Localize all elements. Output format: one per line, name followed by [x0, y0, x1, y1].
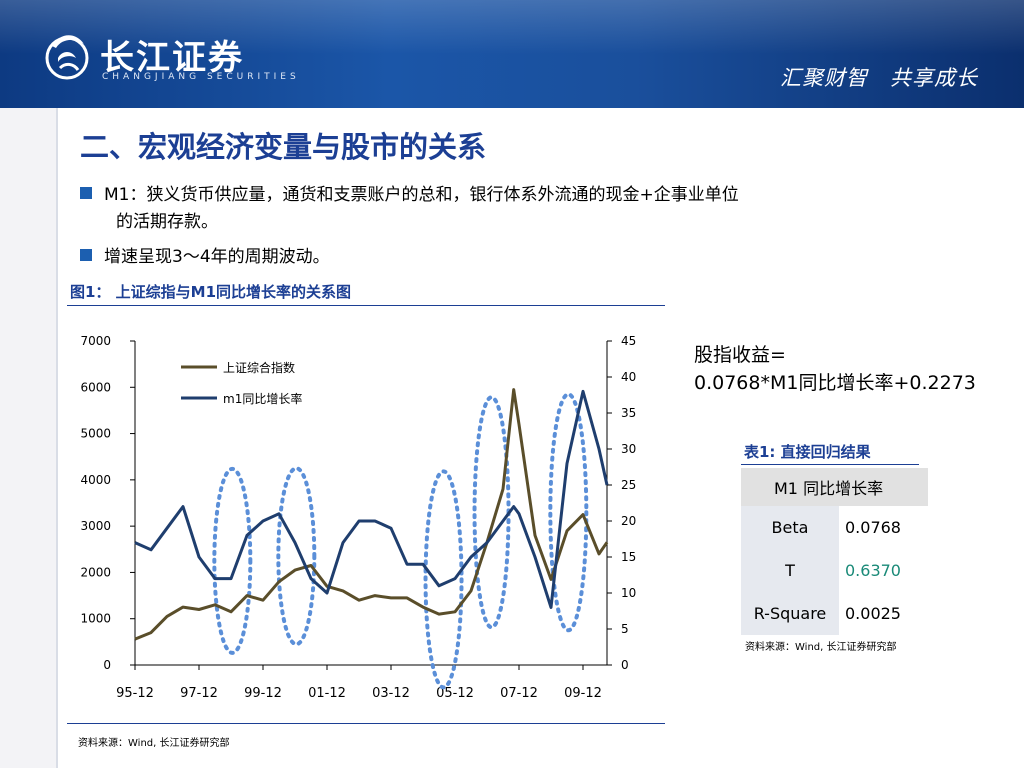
index-series-line: [134, 388, 609, 641]
left-y-tick-label: 3000: [80, 519, 111, 533]
right-y-tick-label: 30: [621, 442, 636, 456]
x-tick-label: 09-12: [564, 686, 602, 701]
x-tick-label: 97-12: [180, 686, 218, 701]
row-key-rsquare: R-Square: [741, 592, 839, 635]
bullet-m1-text-continued: 的活期存款。: [116, 212, 218, 232]
bullet-square-icon: [80, 187, 92, 199]
logo-chinese-name: 长江证券: [100, 38, 244, 78]
table-source: 资料来源：Wind, 长江证券研究部: [745, 642, 897, 653]
dragon-logo-icon: [45, 35, 89, 80]
x-tick-label: 95-12: [116, 686, 154, 701]
bullet-m1-text: 狭义货币供应量，通货和支票账户的总和，银行体系外流通的现金+企事业单位: [146, 185, 739, 205]
formula-line-2: 0.0768*M1同比增长率+0.2273: [694, 372, 976, 394]
x-tick-label: 05-12: [436, 686, 474, 701]
formula-line-1: 股指收益=: [694, 344, 786, 366]
left-y-tick-label: 1000: [80, 612, 111, 626]
row-value-rsquare: 0.0025: [845, 604, 901, 623]
left-bar-strip: [56, 108, 58, 768]
figure-bottom-rule: [67, 723, 665, 724]
x-tick-label: 99-12: [244, 686, 282, 701]
row-value-t: 0.6370: [845, 561, 901, 580]
table-row: T 0.6370: [741, 549, 928, 592]
right-y-tick-label: 35: [621, 406, 636, 420]
regression-table: M1 同比增长率 Beta 0.0768 T 0.6370 R-Square 0…: [741, 468, 928, 635]
table-row: R-Square 0.0025: [741, 592, 928, 635]
left-y-tick-label: 4000: [80, 473, 111, 487]
page-title: 二、宏观经济变量与股市的关系: [80, 130, 487, 164]
highlight-ellipse: [423, 469, 464, 690]
highlight-ellipse: [548, 392, 589, 633]
figure-source: 资料来源：Wind, 长江证券研究部: [78, 738, 230, 749]
header-gloss: [0, 0, 1024, 54]
regression-formula: 股指收益= 0.0768*M1同比增长率+0.2273: [694, 341, 976, 397]
right-y-tick-label: 40: [621, 370, 636, 384]
x-tick-label: 07-12: [500, 686, 538, 701]
logo-english-name: CHANGJIANG SECURITIES: [102, 72, 300, 82]
figure-caption: 图1： 上证综指与M1同比增长率的关系图: [70, 283, 352, 301]
left-y-tick-label: 2000: [80, 565, 111, 579]
right-y-tick-label: 25: [621, 478, 636, 492]
right-y-tick-label: 20: [621, 514, 636, 528]
row-value-beta: 0.0768: [845, 518, 901, 537]
slogan: 汇聚财智 共享成长: [780, 66, 978, 90]
table-caption: 表1: 直接回归结果: [744, 443, 871, 461]
right-y-tick-label: 10: [621, 586, 636, 600]
left-margin-bar: [0, 108, 58, 768]
m1-series-line: [134, 389, 609, 609]
highlight-ellipse: [472, 395, 511, 630]
figure-top-rule: [67, 305, 665, 306]
right-y-tick-label: 0: [621, 658, 629, 672]
left-y-tick-label: 6000: [80, 380, 111, 394]
table-header: M1 同比增长率: [741, 468, 928, 506]
right-y-tick-label: 15: [621, 550, 636, 564]
bullet-cycle-text: 增速呈现3～4年的周期波动。: [104, 247, 330, 267]
legend-label: m1同比增长率: [223, 391, 302, 406]
row-key-beta: Beta: [741, 506, 839, 549]
table-row: Beta 0.0768: [741, 506, 928, 549]
left-y-tick-label: 0: [103, 658, 111, 672]
left-y-tick-label: 7000: [80, 334, 111, 348]
row-key-t: T: [741, 549, 839, 592]
table-caption-rule: [741, 464, 919, 465]
bullet-cycle: 增速呈现3～4年的周期波动。: [80, 244, 330, 271]
legend-label: 上证综合指数: [223, 360, 295, 375]
index-vs-m1-chart: 0 1000 2000 3000 4000 5000 6000 7000 0 5 10 15 20 25 3…: [80, 334, 636, 701]
right-y-tick-label: 45: [621, 334, 636, 348]
highlight-ellipse: [212, 466, 253, 655]
bullet-m1-label: M1：: [104, 185, 147, 205]
highlight-ellipse: [276, 466, 317, 647]
table-header-row: M1 同比增长率: [741, 468, 928, 506]
header-banner: 长江证券 CHANGJIANG SECURITIES 汇聚财智 共享成长: [0, 0, 1024, 108]
x-tick-label: 01-12: [308, 686, 346, 701]
left-y-tick-label: 5000: [80, 427, 111, 441]
bullet-m1: M1：狭义货币供应量，通货和支票账户的总和，银行体系外流通的现金+企事业单位 的…: [80, 182, 739, 236]
right-y-tick-label: 5: [621, 622, 629, 636]
x-tick-label: 03-12: [372, 686, 410, 701]
bullet-square-icon: [80, 249, 92, 261]
